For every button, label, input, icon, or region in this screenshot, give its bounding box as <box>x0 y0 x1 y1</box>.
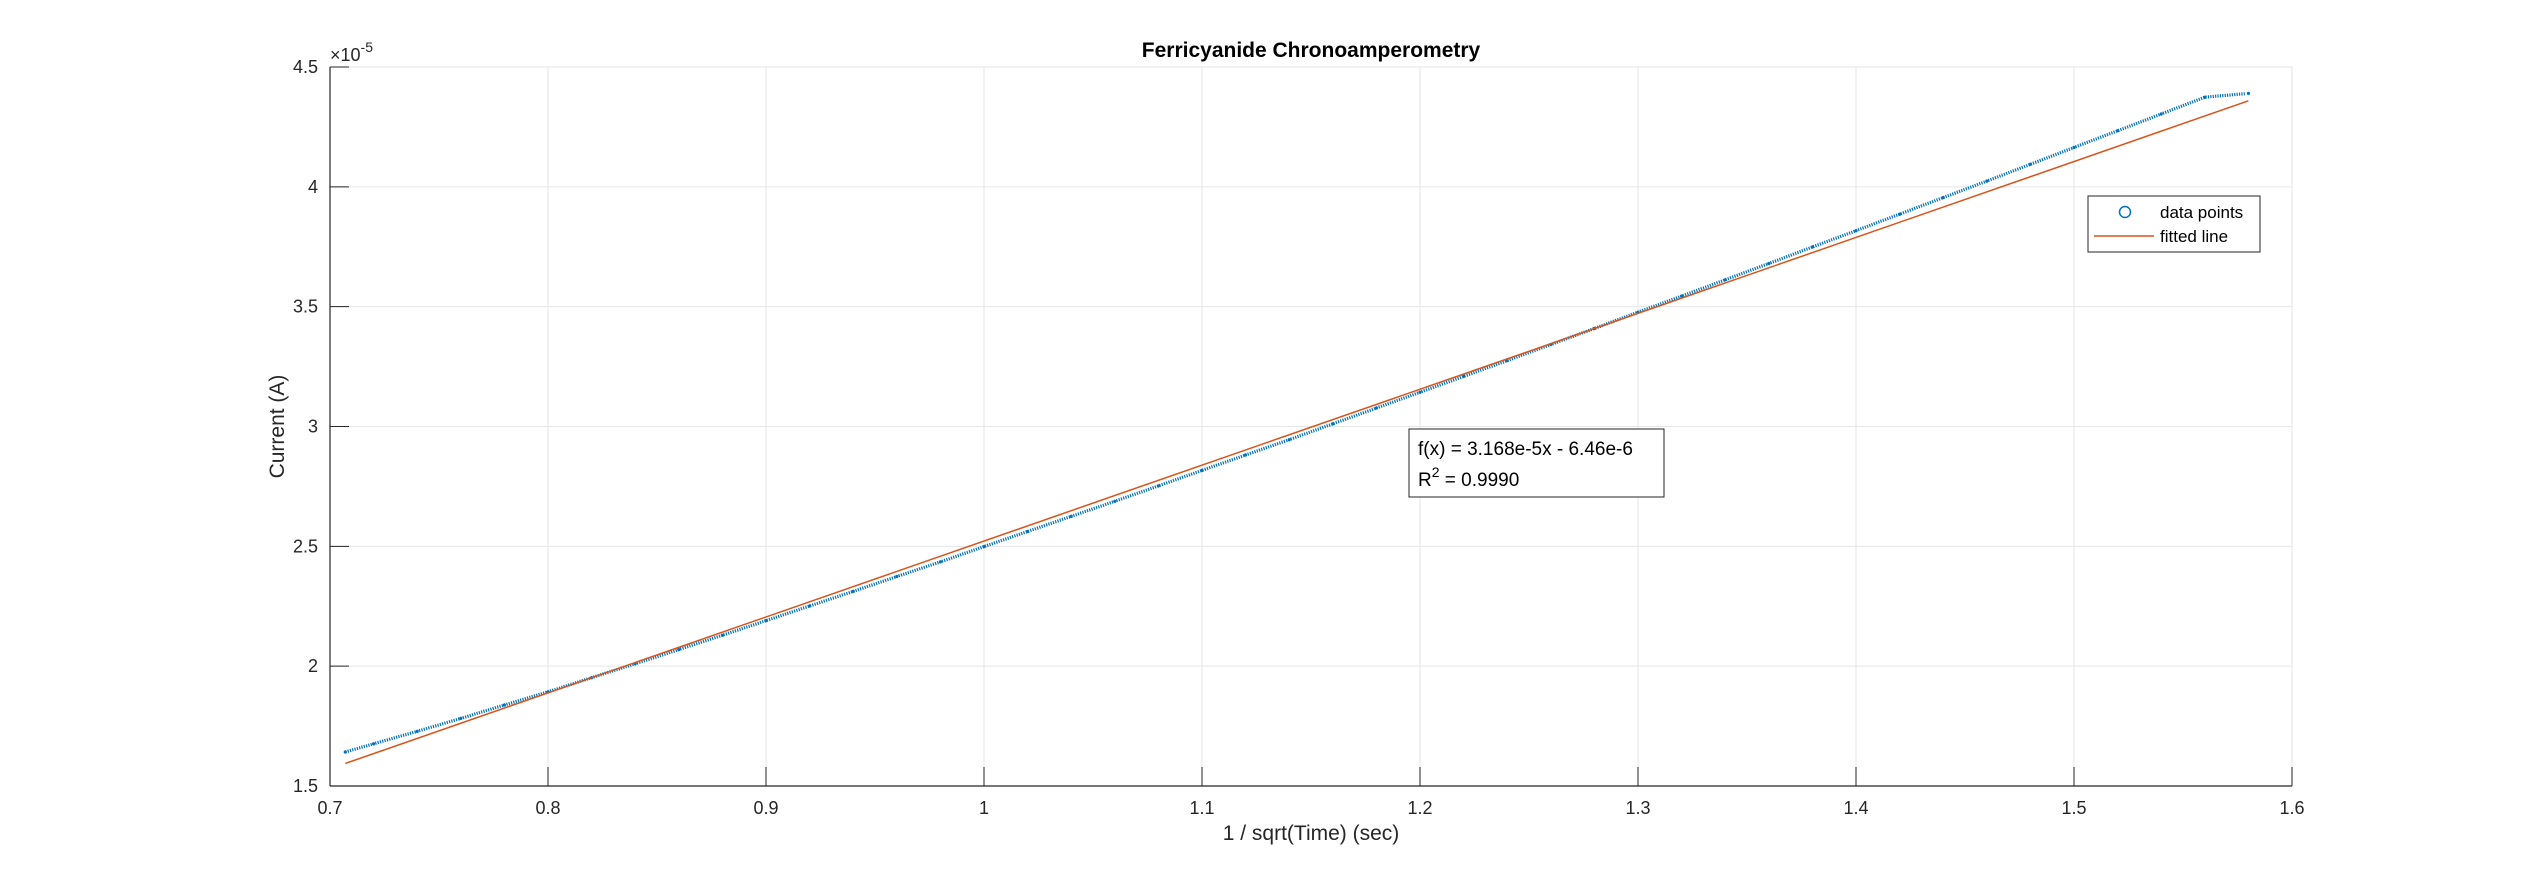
x-tick-label: 0.9 <box>753 798 778 818</box>
data-point <box>764 619 768 623</box>
x-tick-label: 1.4 <box>1843 798 1868 818</box>
data-point <box>372 742 376 746</box>
data-point <box>895 574 899 579</box>
fit-annotation: f(x) = 3.168e-5x - 6.46e-6 R2 = 0.9990 <box>1408 428 1665 498</box>
x-tick-label: 1.6 <box>2279 798 2304 818</box>
data-point <box>1113 499 1117 503</box>
plot-area: 0.7 0.8 0.9 1 1.1 1.2 1.3 1.4 1.5 1.6 1.5 2 2.5 3 3.5… <box>293 57 2305 818</box>
chart-title: Ferricyanide Chronoamperometry <box>1142 39 1481 62</box>
data-point <box>1810 245 1814 249</box>
data-point <box>851 589 855 594</box>
data-point <box>459 716 463 721</box>
data-point <box>2028 162 2032 166</box>
data-point <box>1985 179 1989 183</box>
data-point <box>2159 112 2163 116</box>
y-tick-label: 4.5 <box>293 57 318 77</box>
data-point <box>982 545 986 549</box>
fit-annotation-box <box>1408 428 1665 498</box>
data-point <box>343 750 347 754</box>
x-axis-label: 1 / sqrt(Time) (sec) <box>1223 822 1400 845</box>
y-tick-label: 2 <box>308 656 318 676</box>
data-point <box>1026 529 1030 534</box>
data-point <box>677 648 681 652</box>
legend-entry-fitted-line: fitted line <box>2160 227 2228 246</box>
data-point <box>2203 95 2207 99</box>
x-tick-label: 1.5 <box>2061 798 2086 818</box>
data-point <box>720 633 725 637</box>
x-tick-label: 0.8 <box>535 798 560 818</box>
data-point <box>2072 145 2076 150</box>
legend-marker-data-points <box>2118 205 2132 219</box>
data-point <box>1200 468 1204 472</box>
x-tick-label: 1.1 <box>1189 798 1214 818</box>
x-tick-labels: 0.7 0.8 0.9 1 1.1 1.2 1.3 1.4 1.5 1.6 <box>317 798 2304 818</box>
x-tick-label: 1.3 <box>1625 798 1650 818</box>
y-tick-label: 3 <box>308 417 318 437</box>
legend[interactable]: data points fitted line <box>2087 195 2261 253</box>
data-point <box>1462 374 1466 378</box>
fit-r-squared: R2 = 0.9990 <box>1418 464 1519 491</box>
y-axis-label: Current (A) <box>266 375 289 479</box>
y-tick-label: 4 <box>308 177 318 197</box>
y-tick-label: 2.5 <box>293 536 318 556</box>
fitted-line <box>345 100 2249 765</box>
data-point <box>2116 129 2120 133</box>
data-point <box>1680 294 1684 298</box>
data-point <box>1156 484 1160 488</box>
data-point <box>1069 514 1073 519</box>
legend-box <box>2087 195 2261 253</box>
x-tick-label: 1 <box>979 798 989 818</box>
data-point <box>1898 212 1902 216</box>
x-tick-label: 0.7 <box>317 798 342 818</box>
data-point <box>1418 390 1422 394</box>
data-point <box>2246 91 2250 95</box>
data-point <box>938 560 943 564</box>
data-point <box>1941 196 1945 200</box>
tick-marks <box>329 66 2293 787</box>
data-point <box>502 703 506 707</box>
data-points-trace <box>344 92 2245 754</box>
data-point <box>808 604 812 608</box>
x-tick-label: 1.2 <box>1407 798 1432 818</box>
y-tick-label: 3.5 <box>293 297 318 317</box>
y-tick-labels: 1.5 2 2.5 3 3.5 4 4.5 <box>293 57 318 796</box>
legend-entry-data-points: data points <box>2160 203 2243 222</box>
data-point <box>1767 261 1771 266</box>
data-point <box>1723 278 1727 282</box>
data-point <box>1244 453 1248 457</box>
data-point <box>1331 422 1335 426</box>
series-layer <box>343 91 2250 765</box>
data-point <box>1854 229 1858 233</box>
data-point <box>1374 406 1378 410</box>
data-point <box>1287 438 1291 442</box>
y-axis-exponent: ×10-5 <box>330 39 373 65</box>
fit-equation: f(x) = 3.168e-5x - 6.46e-6 <box>1418 439 1633 460</box>
y-tick-label: 1.5 <box>293 776 318 796</box>
data-point <box>415 729 419 734</box>
